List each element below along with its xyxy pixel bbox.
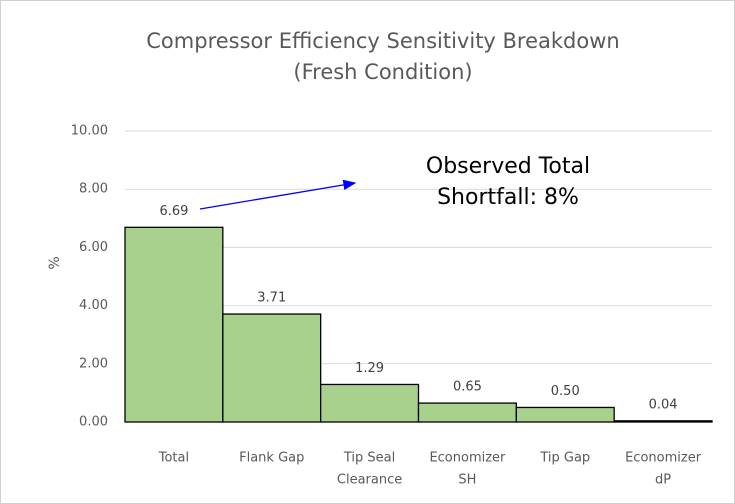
y-tick-label: 0.00: [79, 415, 108, 430]
data-label: 0.04: [649, 397, 678, 412]
bar: [515, 406, 615, 423]
data-label: 6.69: [159, 204, 188, 219]
y-tick-label: 4.00: [79, 298, 108, 313]
x-tick-label: SH: [458, 473, 476, 488]
x-tick-label: Tip Gap: [539, 451, 590, 466]
y-tick-label: 8.00: [79, 182, 108, 197]
x-tick-label: Economizer: [429, 451, 506, 466]
x-tick-label: dP: [655, 473, 671, 488]
data-label: 0.65: [453, 380, 482, 395]
y-tick-label: 10.00: [71, 124, 108, 139]
data-label: 1.29: [355, 361, 384, 376]
y-tick-label: 2.00: [79, 356, 108, 371]
x-tick-label: Tip Seal: [343, 451, 395, 466]
annotation: Observed Total: [426, 154, 590, 179]
chart-subtitle: (Fresh Condition): [293, 60, 472, 84]
bar: [320, 383, 420, 423]
data-label: 3.71: [257, 291, 286, 306]
x-tick-label: Economizer: [625, 451, 702, 466]
data-label: 0.50: [551, 384, 580, 399]
bar: [222, 313, 322, 423]
chart-title: Compressor Efficiency Sensitivity Breakd…: [146, 29, 619, 53]
x-tick-label: Flank Gap: [239, 451, 304, 466]
plot-area: 0.00 2.00 4.00 6.00 8.00 10.00 Total 6.69 Flank …: [71, 124, 713, 488]
bar: [613, 420, 713, 423]
x-tick-label: Clearance: [337, 473, 402, 488]
x-tick-label: Total: [158, 451, 189, 466]
bar: [417, 402, 517, 423]
bar: [124, 226, 224, 423]
annotation: Shortfall: 8%: [437, 185, 579, 210]
y-tick-label: 6.00: [79, 240, 108, 255]
annotation-arrow: [199, 179, 357, 210]
y-axis-label: %: [47, 256, 63, 269]
